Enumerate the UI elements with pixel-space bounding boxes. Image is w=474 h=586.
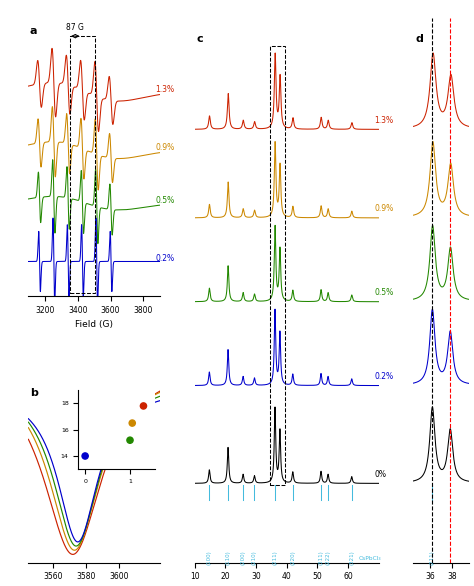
Text: b: b (30, 389, 37, 398)
Text: 0%: 0% (374, 469, 386, 479)
Text: (220): (220) (290, 550, 295, 565)
Bar (70, 36, 95, 294)
Text: 0.9%: 0.9% (374, 204, 393, 213)
Text: 0.5%: 0.5% (155, 196, 174, 205)
Text: (311): (311) (319, 550, 324, 565)
Text: 0.9%: 0.9% (155, 143, 174, 152)
Text: (211): (211) (430, 550, 435, 565)
Text: (100): (100) (207, 550, 212, 565)
Text: (211): (211) (273, 550, 277, 565)
Text: c: c (196, 34, 203, 44)
Text: 1.3%: 1.3% (374, 115, 393, 125)
Text: (200): (200) (241, 550, 246, 565)
Text: (110): (110) (226, 550, 230, 565)
Text: 0.2%: 0.2% (374, 372, 393, 381)
Text: 87 G: 87 G (66, 23, 84, 32)
Bar (270, 46, 285, 485)
Text: 0.2%: 0.2% (155, 254, 174, 263)
X-axis label: Field (G): Field (G) (75, 320, 113, 329)
Text: (210): (210) (252, 550, 257, 565)
Text: d: d (416, 34, 423, 44)
Text: a: a (30, 26, 37, 36)
Text: (321): (321) (349, 550, 354, 565)
Text: 1.3%: 1.3% (155, 84, 174, 94)
Text: (222): (222) (326, 550, 330, 565)
Text: CsPbCl₃: CsPbCl₃ (359, 556, 382, 561)
Text: 0.5%: 0.5% (374, 288, 393, 297)
